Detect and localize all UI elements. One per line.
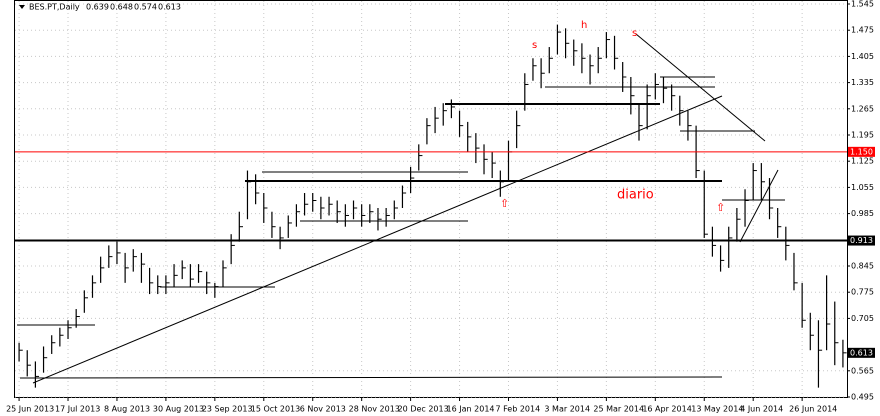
x-tick-label: 15 Oct 2013 [251,405,300,414]
header-value: 0.574 [134,3,157,12]
x-tick-label: 30 Aug 2013 [153,405,204,414]
x-tick-label: 17 Jul 2013 [55,405,100,414]
header: BES.PT,Daily 0.639 0.648 0.574 0.613 [19,3,181,12]
y-tick-label: 1.055 [851,183,874,192]
trend-line [32,95,723,384]
price-tag [848,146,875,157]
annotation: ⇧ [716,201,725,214]
x-tick-label: 7 Feb 2014 [495,405,540,414]
header-value: 0.613 [158,3,181,12]
annotation: s [532,40,537,51]
grid [15,1,847,398]
y-tick-label: 1.475 [851,26,874,35]
y-tick-label: 0.705 [851,314,874,323]
y-tick-label: 1.545 [851,0,874,9]
price-tag [848,347,875,358]
x-tick-label: 20 Dec 2013 [398,405,449,414]
y-tick-label: 1.265 [851,104,874,113]
level-line [19,376,723,379]
x-tick-label: 6 Nov 2013 [300,405,346,414]
y-tick-label: 1.195 [851,131,874,140]
y-tick-label: 0.845 [851,262,874,271]
annotation: h [581,20,587,31]
price-tag-label: 0.613 [850,348,873,357]
annotation: diario [617,188,654,203]
trend-line [739,169,779,243]
x-tick-label: 25 Mar 2014 [593,405,644,414]
header-icon [19,5,25,9]
x-tick-label: 28 Nov 2013 [349,405,400,414]
price-bars [18,24,847,388]
price-tag-label: 1.150 [850,147,873,156]
annotation: s [632,28,637,39]
y-tick-label: 0.565 [851,366,874,375]
y-tick-label: 0.495 [851,393,874,402]
x-tick-label: 3 Mar 2014 [544,405,590,414]
y-tick-label: 1.125 [851,157,874,166]
header-value: 0.639 [86,3,109,12]
x-tick-label: 25 Jun 2013 [6,405,54,414]
y-tick-label: 1.405 [851,52,874,61]
x-tick-label: 26 Jun 2014 [789,405,837,414]
y-tick-label: 1.335 [851,78,874,87]
x-tick-label: 16 Jan 2014 [447,405,495,414]
x-tick-label: 16 Apr 2014 [642,405,691,414]
y-tick-label: 0.775 [851,288,874,297]
annotation: ⇧ [500,197,509,210]
x-tick-label: 8 Aug 2013 [104,405,150,414]
price-tag [848,235,875,246]
price-tag-label: 0.913 [850,236,873,245]
x-tick-label: 13 May 2014 [691,405,743,414]
y-tick-label: 0.985 [851,209,874,218]
x-tick-label: 23 Sep 2013 [202,405,253,414]
x-tick-label: 4 Jun 2014 [740,405,783,414]
header-value: 0.648 [110,3,133,12]
symbol-title: BES.PT,Daily [29,3,80,12]
